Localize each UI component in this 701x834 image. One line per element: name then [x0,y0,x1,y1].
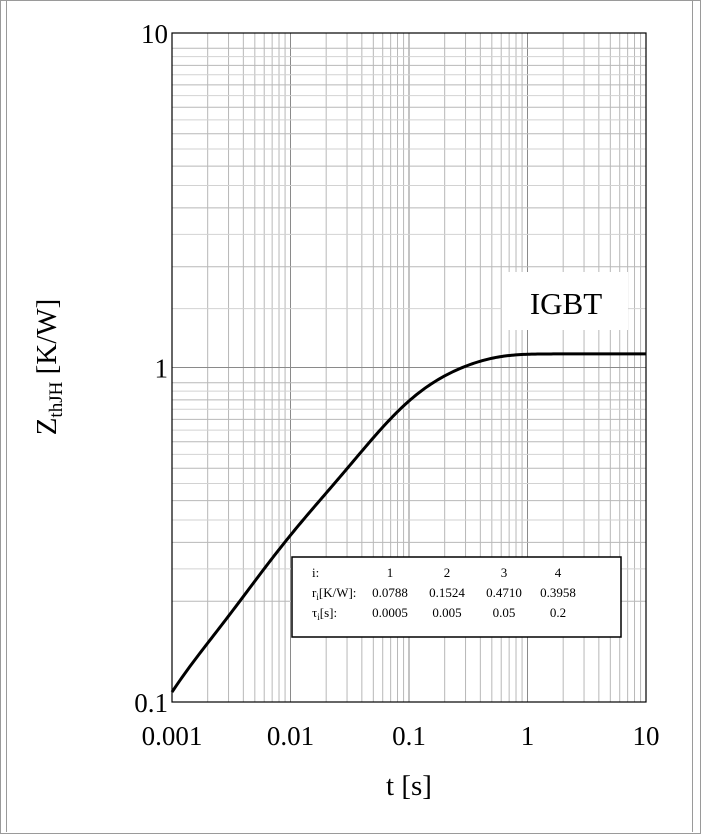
curves [170,352,646,693]
tick-labels: 0.001 0.01 0.1 1 10 0.1 1 10 [134,19,659,751]
series-line-igbt [170,352,646,693]
table-cell: 0.005 [432,605,461,620]
x-tick-label: 1 [521,721,535,751]
table-cell: 0.4710 [486,585,522,600]
plot-area-border [171,32,647,703]
table-cell: 2 [444,565,451,580]
y-tick-label: 10 [141,19,168,49]
table-row-label-sub: i [316,592,319,602]
param-table-box [291,556,622,638]
table-row-label: ri[K/W]: [312,585,356,602]
y-axis-label-unit: [K/W] [31,299,63,382]
table-cell: 1 [387,565,394,580]
x-tick-label: 10 [633,721,660,751]
table-row-label: i: [312,565,319,580]
table-row-label-rest: [s]: [320,605,337,620]
table-row-label-base: r [312,585,317,600]
table-row-label-base: τ [312,605,317,620]
y-tick-label: 1 [155,354,169,384]
table-row-label: τi[s]: [312,605,337,622]
table-row-label-rest: [K/W]: [319,585,357,600]
series-label-igbt: IGBT [530,286,602,321]
param-table: i: 1 2 3 4ri[K/W]: 0.0788 0.1524 0.4710 0.3958τi… [312,565,576,622]
y-axis-label-base: Z [31,418,63,436]
table-cell: 3 [501,565,508,580]
chart-inner-frame [6,0,693,832]
y-axis-label: ZthJH [K/W] [31,299,67,436]
x-axis-label: t [s] [386,770,432,802]
x-tick-label: 0.01 [267,721,314,751]
table-row-label-base: i: [312,565,319,580]
table-cell: 4 [555,565,562,580]
table-cell: 0.0005 [372,605,408,620]
table-cell: 0.2 [550,605,566,620]
table-cell: 0.3958 [540,585,576,600]
x-tick-label: 0.1 [392,721,426,751]
x-tick-label: 0.001 [142,721,203,751]
table-cell: 0.1524 [429,585,465,600]
table-cell: 0.0788 [372,585,408,600]
y-tick-label: 0.1 [134,688,168,718]
table-row-label-sub: i [317,612,320,622]
table-cell: 0.05 [493,605,516,620]
series-label-background [502,272,628,330]
y-axis-label-sub: thJH [46,381,67,417]
